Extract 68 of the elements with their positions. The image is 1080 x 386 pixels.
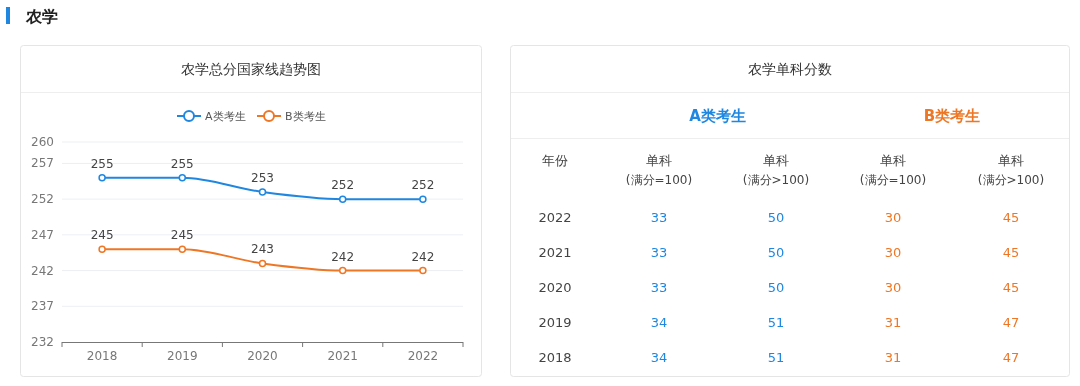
data-label: 45 [1002, 280, 1020, 295]
text: B类考生 [923, 107, 981, 125]
data-label: 47 [1002, 350, 1020, 365]
data-label: 30 [884, 210, 902, 225]
data-label: 31 [884, 315, 902, 330]
point [419, 195, 427, 203]
x-tick-label: 2022 [407, 349, 439, 363]
x-tick-label: 单科 (满分>100) [742, 153, 810, 187]
x-tick-label: 2021 [327, 349, 358, 363]
chart-title: 农学单科分数 [748, 61, 832, 77]
x-tick-label: 2020 [247, 349, 278, 363]
data-label: 30 [884, 245, 902, 260]
data-label: 31 [884, 350, 902, 365]
data-label: 33 [650, 245, 668, 260]
data-label: 243 [251, 242, 274, 257]
data-label: 47 [1002, 315, 1020, 330]
data-label: 242 [411, 249, 435, 264]
data-label: 245 [90, 228, 114, 243]
data-label: 45 [1002, 245, 1020, 260]
y-axis-title: 年份 [542, 153, 568, 168]
y-tick-label: 247 [31, 227, 54, 242]
data-label: 34 [650, 315, 668, 330]
y-tick-label: 257 [31, 156, 54, 171]
data-label: 253 [251, 171, 274, 185]
y-tick-label: 2020 [538, 280, 572, 295]
point [419, 266, 427, 275]
point [98, 173, 106, 182]
x-tick-label: 2019 [167, 349, 198, 363]
data-label: 255 [90, 156, 114, 171]
y-tick-label: 242 [31, 263, 54, 278]
data-label: 252 [411, 178, 435, 193]
data-label: 33 [650, 280, 668, 295]
data-label: 34 [650, 350, 668, 365]
point [98, 245, 106, 253]
y-tick-label: 260 [31, 135, 54, 149]
text: 农学 [25, 7, 58, 26]
y-tick-label: 232 [31, 335, 54, 349]
point [258, 259, 267, 268]
y-tick-label: 2022 [538, 210, 572, 225]
point [338, 195, 347, 203]
data-label: 50 [767, 210, 785, 225]
y-tick-label: 2021 [538, 245, 572, 260]
data-label: 245 [170, 228, 194, 243]
data-label: 45 [1002, 210, 1020, 225]
chart-title: 农学总分国家线趋势图 [181, 61, 321, 77]
data-label: 252 [331, 178, 355, 193]
data-label: 33 [650, 210, 668, 225]
data-label: 51 [767, 315, 785, 330]
text: A类考生 [689, 107, 746, 125]
point [178, 173, 187, 182]
x-tick-label: 单科 (满分=100) [859, 153, 927, 187]
data-label: 242 [331, 249, 355, 264]
point [258, 188, 267, 196]
point [338, 266, 347, 275]
legend-label: B类考生 [285, 110, 326, 123]
y-tick-label: 252 [31, 192, 54, 207]
y-tick-label: 237 [31, 299, 54, 314]
data-label: 30 [884, 280, 902, 295]
legend-label: A类考生 [205, 110, 246, 123]
data-label: 255 [170, 156, 194, 171]
data-label: 50 [767, 245, 785, 260]
x-tick-label: 单科 (满分=100) [625, 153, 693, 187]
x-tick-label: 单科 (满分>100) [977, 153, 1045, 187]
data-label: 50 [767, 280, 785, 295]
point [178, 245, 187, 253]
x-tick-label: 2018 [86, 349, 118, 363]
data-label: 51 [767, 350, 785, 365]
y-tick-label: 2019 [538, 315, 572, 330]
